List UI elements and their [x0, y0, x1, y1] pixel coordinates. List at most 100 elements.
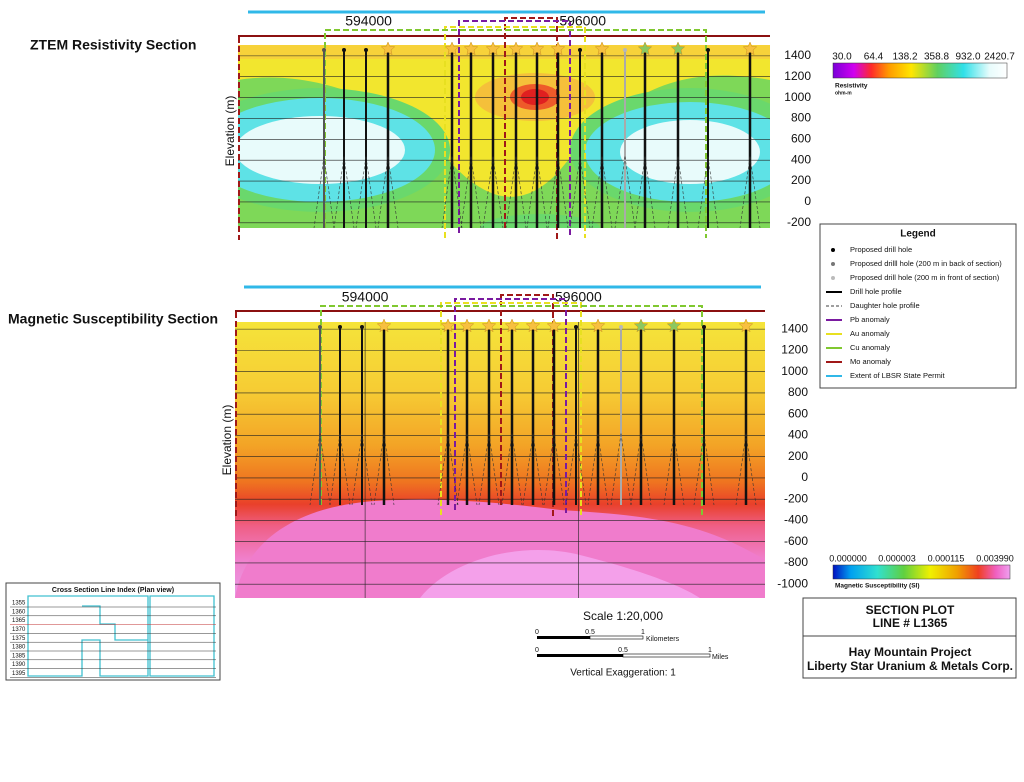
scale-label: 0.5 [585, 629, 595, 636]
au-anomaly [440, 302, 582, 515]
y-tick-label: -200 [784, 491, 808, 505]
legend-label: Mo anomaly [850, 357, 891, 366]
drill-collar [360, 325, 364, 329]
colorbar-label: 30.0 [832, 52, 852, 63]
scale-note: Vertical Exaggeration: 1 [570, 668, 676, 679]
daughter-hole [547, 156, 569, 229]
scale-label: 0.5 [618, 647, 628, 654]
daughter-hole [693, 433, 715, 506]
y-tick-label: 1400 [784, 48, 811, 62]
drill-collar [706, 48, 710, 52]
index-outline [149, 595, 215, 677]
y-tick-label: 400 [791, 152, 811, 166]
project-line: Liberty Star Uranium & Metals Corp. [807, 659, 1013, 673]
drill-star [550, 41, 566, 56]
drill-collar [578, 48, 582, 52]
drill-collar [322, 48, 326, 52]
legend-label: Proposed drilll hole (200 m in back of s… [850, 259, 1002, 268]
scale-title: Scale 1:20,000 [583, 609, 663, 623]
drill-star [380, 41, 396, 56]
legend-symbol [831, 262, 835, 266]
scale-label: 1 [641, 629, 645, 636]
daughter-hole [460, 156, 482, 229]
daughter-hole [543, 433, 565, 506]
drill-collar [623, 48, 627, 52]
y-tick-label: 800 [791, 111, 811, 125]
daughter-hole [456, 433, 478, 506]
y-tick-label: 600 [788, 406, 808, 420]
project-line: Hay Mountain Project [849, 645, 972, 659]
daughter-hole [355, 156, 377, 229]
daughter-hole [377, 156, 399, 229]
y-tick-label: 1200 [784, 69, 811, 83]
drill-star [525, 318, 541, 333]
drill-star [742, 41, 758, 56]
drill-collar [338, 325, 342, 329]
index-outline [27, 595, 149, 677]
drill-star [440, 318, 456, 333]
easting-label: 594000 [342, 289, 389, 305]
index-label: 1355 [12, 601, 26, 607]
scale-bar [622, 653, 711, 658]
daughter-hole [482, 156, 504, 229]
section-title: ZTEM Resistivity Section [30, 37, 196, 53]
drill-star [529, 41, 545, 56]
colorbar-label: 358.8 [924, 52, 949, 63]
drill-star [376, 318, 392, 333]
legend-box [819, 223, 1017, 389]
drill-star [637, 41, 653, 56]
index-label: 1380 [12, 645, 26, 651]
legend-symbol [831, 276, 835, 280]
colorbar-unit: ohm-m [835, 90, 852, 96]
resistivity-colorbar [832, 62, 1008, 79]
y-tick-label: 800 [788, 385, 808, 399]
daughter-hole [565, 433, 587, 506]
drill-star [633, 318, 649, 333]
daughter-hole [591, 156, 613, 229]
daughter-hole [313, 156, 335, 229]
drill-collar [342, 48, 346, 52]
legend-label: Pb anomaly [850, 315, 890, 324]
drill-star [481, 318, 497, 333]
colorbar-label: 0.000115 [928, 553, 965, 563]
y-tick-label: 1000 [781, 364, 808, 378]
drill-star [590, 318, 606, 333]
drill-collar [702, 325, 706, 329]
daughter-hole [309, 433, 331, 506]
daughter-hole [501, 433, 523, 506]
index-map [5, 582, 221, 681]
index-label: 1395 [12, 671, 26, 677]
index-label: 1375 [12, 636, 26, 642]
daughter-hole [667, 156, 689, 229]
scale-bar [537, 654, 623, 657]
y-tick-label: 1200 [781, 343, 808, 357]
legend-label: Proposed drill hole [850, 245, 912, 254]
colorbar-label: 138.2 [892, 52, 917, 63]
scale-label: 1 [708, 647, 712, 654]
legend-label: Proposed drill hole (200 m in front of s… [850, 273, 1000, 282]
drill-collar [574, 325, 578, 329]
daughter-hole [441, 156, 463, 229]
index-label: 1370 [12, 627, 26, 633]
y-tick-label: -600 [784, 534, 808, 548]
scale-label: 0 [535, 647, 539, 654]
y-tick-label: 200 [791, 173, 811, 187]
y-tick-label: 400 [788, 428, 808, 442]
daughter-hole [478, 433, 500, 506]
daughter-hole [614, 156, 636, 229]
legend-symbol [831, 248, 835, 252]
daughter-hole [329, 433, 351, 506]
scale-unit: Miles [712, 654, 729, 661]
index-label: 1390 [12, 662, 26, 668]
legend-label: Cu anomaly [850, 343, 890, 352]
daughter-hole [569, 156, 591, 229]
pb-anomaly [454, 298, 567, 513]
scale-bar [537, 636, 590, 639]
daughter-hole [522, 433, 544, 506]
scale-bar [589, 635, 644, 640]
legend-label: Daughter hole profile [850, 301, 920, 310]
daughter-hole [437, 433, 459, 506]
drill-star [508, 41, 524, 56]
drill-star [485, 41, 501, 56]
